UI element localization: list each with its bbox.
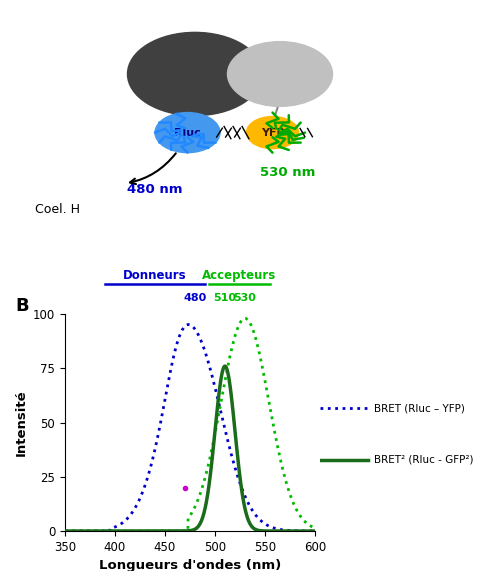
Text: 480: 480 <box>184 293 206 303</box>
X-axis label: Longueurs d'ondes (nm): Longueurs d'ondes (nm) <box>99 560 281 571</box>
Text: BRET (Rluc – YFP): BRET (Rluc – YFP) <box>374 403 466 413</box>
Circle shape <box>246 116 298 148</box>
Text: Rluc: Rluc <box>174 127 201 138</box>
Text: BRET² (Rluc - GFP²): BRET² (Rluc - GFP²) <box>374 455 474 465</box>
Text: Donneurs: Donneurs <box>123 268 187 282</box>
Circle shape <box>155 112 220 152</box>
Text: Accepteurs: Accepteurs <box>202 268 276 282</box>
Circle shape <box>128 33 262 115</box>
Text: 510: 510 <box>214 293 236 303</box>
Text: 530: 530 <box>234 293 256 303</box>
Text: Coel. H: Coel. H <box>35 203 80 216</box>
Text: 480 nm: 480 nm <box>128 183 183 196</box>
Text: B: B <box>15 297 28 315</box>
Text: YFP: YFP <box>260 127 284 138</box>
Y-axis label: Intensité: Intensité <box>14 389 28 456</box>
Circle shape <box>228 42 332 106</box>
Text: 530 nm: 530 nm <box>260 166 316 179</box>
